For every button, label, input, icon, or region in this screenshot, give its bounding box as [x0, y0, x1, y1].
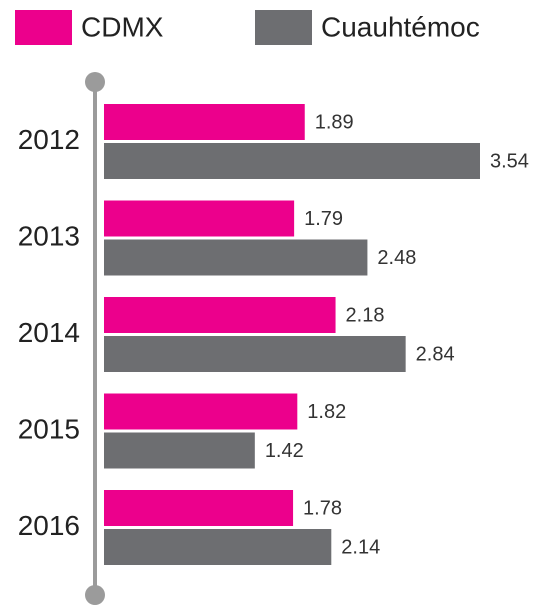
bar [104, 104, 305, 140]
value-label: 1.78 [303, 497, 342, 519]
value-label: 1.42 [265, 440, 304, 462]
legend-swatch [255, 10, 312, 45]
value-label: 2.18 [346, 304, 385, 326]
value-label: 1.82 [307, 401, 346, 423]
bar [104, 432, 255, 469]
bar [104, 490, 294, 526]
year-label: 2014 [18, 317, 80, 348]
bar [104, 297, 336, 333]
year-label: 2013 [18, 220, 80, 251]
year-label: 2012 [18, 124, 80, 155]
value-label: 2.14 [341, 536, 380, 558]
bar [104, 393, 298, 430]
legend-label: CDMX [81, 11, 164, 42]
value-label: 1.79 [304, 208, 343, 230]
legend-swatch [15, 10, 72, 45]
bar [104, 336, 406, 372]
year-label: 2016 [18, 510, 80, 541]
value-label: 1.89 [315, 111, 354, 133]
value-label: 3.54 [490, 150, 529, 172]
value-label: 2.48 [377, 247, 416, 269]
bar [104, 143, 480, 179]
timeline-cap [85, 585, 105, 605]
legend-label: Cuauhtémoc [321, 11, 480, 42]
bar [104, 200, 295, 237]
year-label: 2015 [18, 413, 80, 444]
bar [104, 529, 332, 565]
timeline-cap [85, 72, 105, 92]
bar [104, 239, 368, 276]
value-label: 2.84 [416, 343, 455, 365]
